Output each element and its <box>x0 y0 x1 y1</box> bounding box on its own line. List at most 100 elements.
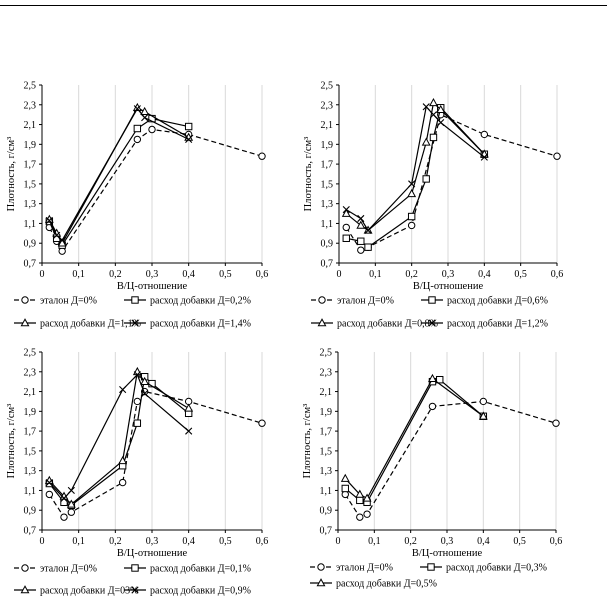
data-point <box>258 419 266 427</box>
data-point <box>408 180 416 188</box>
data-point <box>342 223 350 232</box>
series-line <box>346 106 485 248</box>
x-tick-label: 0 <box>337 269 342 280</box>
data-point <box>60 494 68 502</box>
data-point <box>357 214 365 223</box>
series-1 <box>341 397 560 521</box>
y-tick-label: 1,9 <box>320 407 333 418</box>
y-tick-label: 2,1 <box>24 387 37 398</box>
y-tick-label: 2,5 <box>320 348 333 359</box>
legend-label: расход добавки Д=0,2% <box>150 296 251 307</box>
legend-item: расход добавки Д=0,3% <box>420 563 547 574</box>
series-3 <box>44 366 194 508</box>
legend-item: эталон Д=0% <box>14 564 97 575</box>
y-tick-label: 0,9 <box>320 506 333 517</box>
series-line <box>48 373 190 500</box>
data-point <box>67 508 76 516</box>
data-point <box>364 226 372 234</box>
y-tick-label: 2,5 <box>24 348 37 359</box>
x-tick-label: 0,6 <box>256 269 269 280</box>
y-tick-label: 0,7 <box>320 526 333 537</box>
data-point <box>185 135 193 143</box>
y-tick-label: 1,5 <box>321 179 334 190</box>
y-axis-title: Плотность, г/см³ <box>303 137 314 212</box>
x-tick-label: 0,2 <box>405 269 418 280</box>
legend-marker <box>427 563 435 571</box>
x-tick-label: 0,4 <box>182 536 195 547</box>
legend: эталон Д=0% расход добавки Д=0,1% расход д… <box>14 564 251 596</box>
data-point <box>355 489 365 498</box>
series-2 <box>341 375 488 507</box>
data-point <box>119 385 127 394</box>
legend-marker <box>21 564 29 572</box>
data-point <box>356 513 364 521</box>
y-tick-label: 1,7 <box>321 160 334 171</box>
data-point <box>407 221 416 230</box>
y-tick-label: 2,3 <box>24 100 37 111</box>
x-tick-label: 0,4 <box>182 269 195 280</box>
legend-marker <box>131 564 139 572</box>
y-tick-label: 2,3 <box>321 100 334 111</box>
data-point <box>133 135 142 144</box>
series-line <box>48 106 189 245</box>
data-point <box>133 397 142 406</box>
data-point <box>552 419 560 427</box>
x-tick-label: 0,1 <box>368 536 381 547</box>
series-4 <box>45 371 193 502</box>
legend-item: расход добавки Д=0,2% <box>124 296 251 307</box>
legend-label: расход добавки Д=0,9% <box>150 586 251 596</box>
y-tick-label: 2,5 <box>321 81 334 92</box>
data-point <box>356 496 364 505</box>
legend-item: расход добавки Д=0,9% <box>124 586 251 596</box>
x-tick-label: 0 <box>336 536 341 547</box>
y-tick-label: 1,1 <box>320 486 333 497</box>
x-tick-label: 0,3 <box>146 269 159 280</box>
data-point <box>421 137 431 146</box>
y-tick-label: 0,9 <box>24 239 37 250</box>
data-point <box>184 122 193 131</box>
x-tick-label: 0,4 <box>478 269 491 280</box>
legend-label: эталон Д=0% <box>40 564 97 575</box>
legend-item: расход добавки Д=0,1% <box>124 564 251 575</box>
data-point <box>118 478 127 487</box>
data-point <box>341 208 351 217</box>
data-point <box>133 371 141 379</box>
y-tick-label: 2,1 <box>321 120 334 131</box>
x-tick-label: 0 <box>40 269 45 280</box>
y-axis-title: Плотность, г/см³ <box>6 137 17 212</box>
y-tick-label: 2,3 <box>24 367 37 378</box>
series-line <box>344 377 484 500</box>
data-point <box>429 111 438 119</box>
series-2 <box>45 373 193 509</box>
legend-item: расход добавки Д=0,8% <box>311 318 438 330</box>
y-tick-label: 1,5 <box>24 446 37 457</box>
x-axis-title: В/Ц-отношение <box>413 281 484 292</box>
data-point <box>45 490 54 499</box>
data-point <box>140 376 150 385</box>
chart-4: 0,7 0,9 1,1 1,3 1,5 1,7 1,9 2,1 2,3 2,5 0 0,1 0,2 0,3… <box>302 348 562 590</box>
x-axis-title: В/Ц-отношение <box>117 548 188 559</box>
x-axis-title: В/Ц-отношение <box>412 548 483 559</box>
y-tick-label: 1,7 <box>24 160 37 171</box>
y-tick-label: 1,9 <box>24 140 37 151</box>
data-point <box>479 397 488 406</box>
data-point <box>437 118 445 127</box>
data-point <box>340 473 350 482</box>
data-point <box>185 427 193 435</box>
data-point <box>58 236 66 244</box>
y-tick-label: 1,9 <box>321 140 334 151</box>
y-tick-label: 0,7 <box>321 259 334 270</box>
legend-label: расход добавки Д=1,4% <box>150 319 251 330</box>
chart-2: 0,7 0,9 1,1 1,3 1,5 1,7 1,9 2,1 2,3 2,5 0 0,1 0,2 0,3… <box>303 81 563 330</box>
legend-marker <box>131 319 139 327</box>
data-point <box>429 97 438 107</box>
data-point <box>436 104 446 114</box>
legend-label: расход добавки Д=0,1% <box>150 564 251 575</box>
data-point <box>428 373 437 382</box>
y-tick-label: 2,1 <box>320 387 333 398</box>
data-point <box>184 403 194 412</box>
y-tick-label: 2,5 <box>24 81 37 92</box>
series-2 <box>45 114 193 249</box>
legend-label: расход добавки Д=0,6% <box>447 296 548 307</box>
legend-item: расход добавки Д=1,2% <box>421 319 548 330</box>
